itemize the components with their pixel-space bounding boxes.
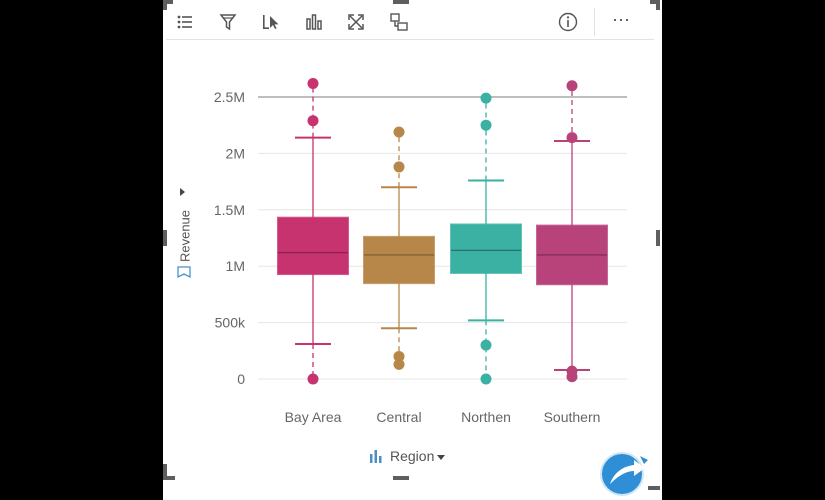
card-toolbar: ⋯ [166,4,654,40]
x-axis-title: Region [390,448,435,464]
maximize-icon[interactable] [345,11,367,33]
filter-icon[interactable] [217,11,239,33]
outlier-point [480,92,492,104]
x-tick-labels: Bay Area Central Northen Southern [285,409,601,425]
outlier-point [480,373,492,385]
more-options-icon[interactable]: ⋯ [612,10,630,30]
resize-handle-right[interactable] [656,230,660,246]
card-flip-icon[interactable] [388,11,410,33]
resize-handle-bottom[interactable] [393,476,409,480]
flip-card-button[interactable] [600,448,650,498]
y-tick-label: 1M [226,258,245,274]
box-iqr [363,235,435,285]
toolbar-separator [594,8,595,36]
outlier-point [566,80,578,92]
outlier-point [393,358,405,370]
outlier-point [566,132,578,144]
y-tick-labels: 0 500k 1M 1.5M 2M 2.5M [214,89,246,387]
resize-handle-top-left[interactable] [163,0,167,10]
resize-handle-bottom-left[interactable] [163,464,167,478]
box-southern [536,80,608,383]
x-tick-label: Northen [461,409,511,425]
box-iqr [277,216,349,276]
legend-icon[interactable] [174,11,196,33]
y-tick-label: 500k [215,315,246,331]
outlier-point [307,77,319,89]
y-axis-caret-icon[interactable] [180,188,185,196]
resize-handle-bottom-right[interactable] [648,486,660,490]
info-icon[interactable] [557,11,579,33]
x-tick-label: Bay Area [285,409,342,425]
outlier-point [393,126,405,138]
outlier-point [307,115,319,127]
x-tick-label: Central [376,409,421,425]
x-tick-label: Southern [544,409,601,425]
resize-handle-top-right-v[interactable] [656,0,660,10]
outlier-point [480,339,492,351]
number-field-icon [177,266,191,279]
y-tick-label: 1.5M [214,202,245,218]
visualization-type-icon[interactable] [303,11,325,33]
box-northen [450,92,522,385]
resize-handle-top-left-h[interactable] [167,0,173,4]
box-bay-area [277,77,349,385]
box-central [363,126,435,370]
select-icon[interactable] [260,11,282,33]
outlier-point [393,350,405,362]
y-tick-label: 0 [237,371,245,387]
resize-handle-top-right[interactable] [650,0,656,4]
resize-handle-top[interactable] [393,0,409,4]
chevron-down-icon [437,454,446,460]
box-series [277,77,608,385]
resize-handle-bottom-left-h[interactable] [163,476,175,480]
y-axis-title[interactable]: Revenue [177,209,193,263]
outlier-point [307,373,319,385]
y-tick-label: 2M [226,145,245,161]
y-tick-label: 2.5M [214,89,245,105]
outlier-point [566,371,578,383]
outlier-point [480,119,492,131]
box-iqr [536,224,608,286]
bar-chart-icon [370,450,382,463]
outlier-point [393,161,405,173]
resize-handle-left[interactable] [163,230,167,246]
box-iqr [450,223,522,274]
x-axis-title-button[interactable]: Region [368,446,446,466]
